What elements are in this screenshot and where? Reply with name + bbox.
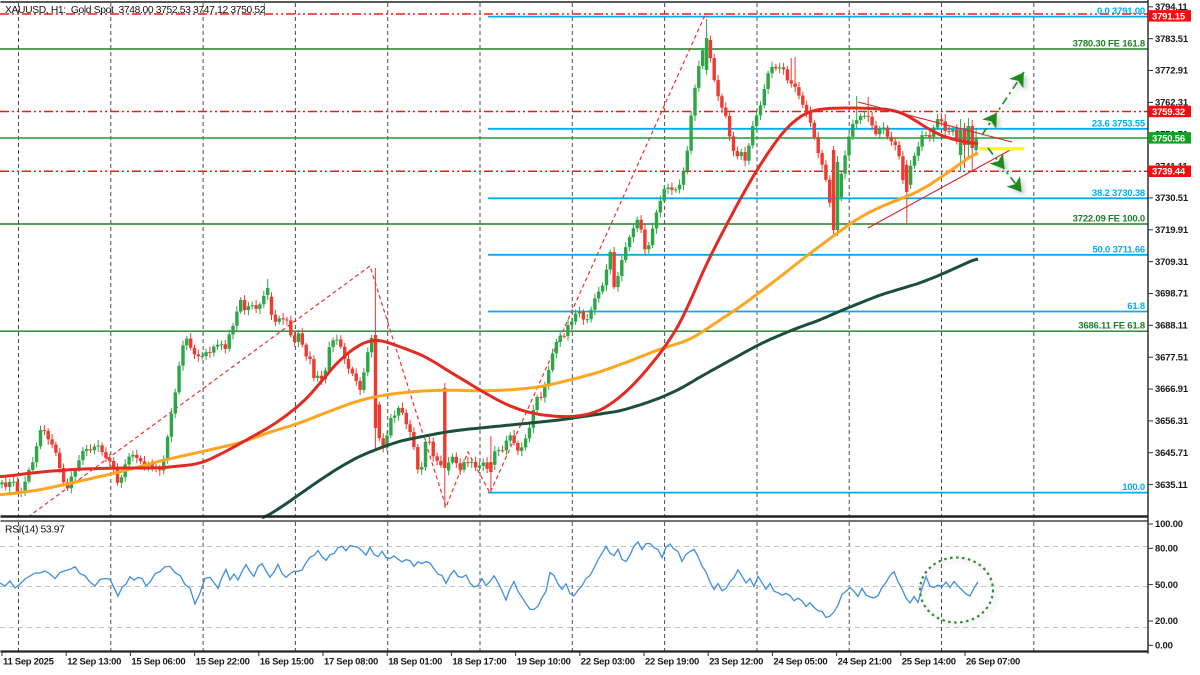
svg-text:18 Sep 17:00: 18 Sep 17:00 — [452, 657, 506, 668]
svg-text:38.2 3730.38: 38.2 3730.38 — [1092, 188, 1145, 199]
svg-text:RSI(14) 53.97: RSI(14) 53.97 — [5, 525, 65, 536]
svg-text:3635.11: 3635.11 — [1155, 480, 1188, 491]
svg-text:16 Sep 15:00: 16 Sep 15:00 — [260, 657, 314, 668]
svg-text:3698.71: 3698.71 — [1155, 289, 1189, 300]
svg-text:24 Sep 05:00: 24 Sep 05:00 — [773, 657, 827, 668]
svg-text:3772.91: 3772.91 — [1155, 66, 1189, 77]
svg-text:24 Sep 21:00: 24 Sep 21:00 — [838, 657, 892, 668]
svg-text:3645.71: 3645.71 — [1155, 448, 1189, 459]
svg-text:3686.11 FE 61.8: 3686.11 FE 61.8 — [1078, 321, 1145, 332]
svg-text:3688.11: 3688.11 — [1155, 321, 1188, 332]
svg-text:11 Sep 2025: 11 Sep 2025 — [3, 657, 55, 668]
svg-text:15 Sep 22:00: 15 Sep 22:00 — [196, 657, 250, 668]
svg-text:3794.11: 3794.11 — [1155, 2, 1188, 13]
svg-text:18 Sep 01:00: 18 Sep 01:00 — [388, 657, 442, 668]
svg-text:22 Sep 19:00: 22 Sep 19:00 — [645, 657, 699, 668]
svg-text:80.00: 80.00 — [1155, 544, 1178, 555]
svg-text:XAUUSD, H1: Gold Spot 3748.0: XAUUSD, H1: Gold Spot 3748.00 3752.53 37… — [5, 5, 266, 16]
svg-text:3791.15: 3791.15 — [1152, 11, 1186, 22]
svg-text:25 Sep 14:00: 25 Sep 14:00 — [902, 657, 956, 668]
svg-text:3739.44: 3739.44 — [1152, 167, 1186, 178]
svg-text:3762.31: 3762.31 — [1155, 98, 1189, 109]
svg-text:0.0 3791.00: 0.0 3791.00 — [1097, 6, 1145, 17]
svg-text:3780.30 FE 161.8: 3780.30 FE 161.8 — [1073, 39, 1145, 50]
svg-text:3750.56: 3750.56 — [1152, 133, 1185, 144]
svg-text:61.8: 61.8 — [1127, 301, 1145, 312]
svg-text:3719.91: 3719.91 — [1155, 225, 1189, 236]
svg-text:0.00: 0.00 — [1155, 641, 1173, 652]
svg-text:3709.31: 3709.31 — [1155, 257, 1189, 268]
svg-text:19 Sep 10:00: 19 Sep 10:00 — [517, 657, 571, 668]
svg-text:23 Sep 12:00: 23 Sep 12:00 — [709, 657, 763, 668]
svg-text:3783.51: 3783.51 — [1155, 34, 1189, 45]
svg-text:100.00: 100.00 — [1155, 519, 1183, 530]
svg-text:3722.09 FE 100.0: 3722.09 FE 100.0 — [1073, 214, 1145, 225]
svg-text:22 Sep 03:00: 22 Sep 03:00 — [581, 657, 635, 668]
svg-text:3730.51: 3730.51 — [1155, 193, 1189, 204]
svg-text:100.0: 100.0 — [1122, 482, 1145, 493]
svg-text:12 Sep 13:00: 12 Sep 13:00 — [67, 657, 121, 668]
svg-text:50.00: 50.00 — [1155, 580, 1178, 591]
svg-text:23.6 3753.55: 23.6 3753.55 — [1092, 118, 1146, 129]
svg-text:50.0 3711.66: 50.0 3711.66 — [1092, 244, 1145, 255]
svg-text:3759.32: 3759.32 — [1152, 107, 1185, 118]
svg-text:15 Sep 06:00: 15 Sep 06:00 — [131, 657, 185, 668]
svg-text:17 Sep 08:00: 17 Sep 08:00 — [324, 657, 378, 668]
svg-text:3677.51: 3677.51 — [1155, 352, 1189, 363]
svg-text:20.00: 20.00 — [1155, 616, 1178, 627]
svg-text:3666.91: 3666.91 — [1155, 384, 1189, 395]
svg-text:26 Sep 07:00: 26 Sep 07:00 — [966, 657, 1020, 668]
svg-text:3656.31: 3656.31 — [1155, 416, 1189, 427]
